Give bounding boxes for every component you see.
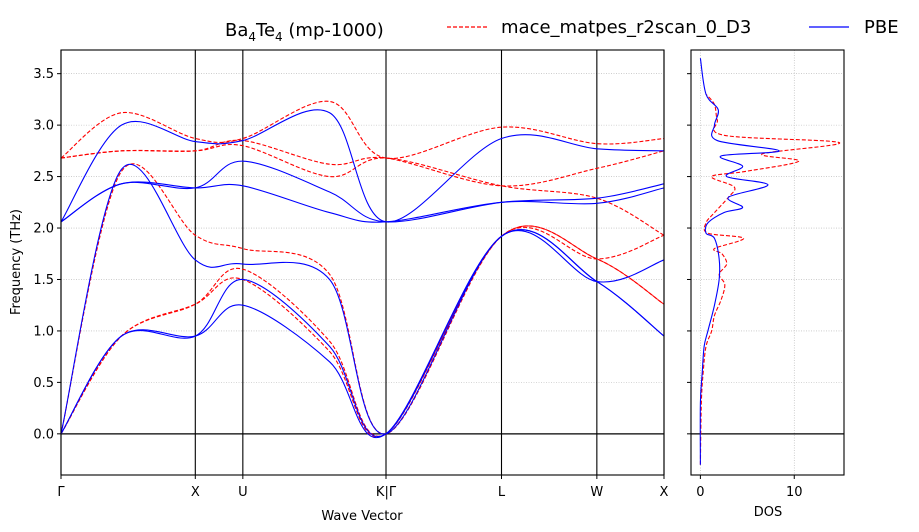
pbe-dos-curve xyxy=(699,58,780,465)
pbe-band-2 xyxy=(60,163,665,435)
pbe-band-1 xyxy=(60,229,665,437)
y-tick-label: 0.0 xyxy=(33,427,54,442)
x-tick-label: K|Γ xyxy=(376,485,397,500)
x-tick-label: W xyxy=(590,485,603,500)
dos-panel: 0 10 xyxy=(687,49,845,500)
dos-axis-title: DOS xyxy=(754,505,783,520)
x-tick-label: U xyxy=(238,485,248,500)
y-tick-label: 2.5 xyxy=(33,170,54,185)
x-tick-label: Γ xyxy=(57,485,65,500)
legend-label-pbe: PBE xyxy=(864,17,899,38)
mace-band-3 xyxy=(60,144,665,236)
pbe-band-5 xyxy=(60,109,665,223)
x-tick-label: X xyxy=(660,485,669,500)
dos-x-tick-label: 0 xyxy=(696,485,704,500)
pbe-band-3 xyxy=(60,181,665,223)
x-axis-title: Wave Vector xyxy=(321,509,403,524)
legend: mace_matpes_r2scan_0_D3 PBE xyxy=(447,17,899,38)
y-axis-title: Frequency (THz) xyxy=(9,209,24,315)
legend-label-mace: mace_matpes_r2scan_0_D3 xyxy=(501,17,751,38)
dos-plot-frame xyxy=(690,49,845,476)
dos-x-tick-label: 10 xyxy=(786,485,803,500)
band-structure-panel: 0.0 0.5 1.0 1.5 2.0 2.5 3.0 3.5 Γ X U K|Γ L W X xyxy=(33,49,669,500)
pbe-band-4 xyxy=(60,160,665,223)
x-tick-label: L xyxy=(498,485,506,500)
x-tick-label: X xyxy=(191,485,200,500)
mace-band-2 xyxy=(60,163,665,435)
y-tick-label: 0.5 xyxy=(33,376,54,391)
y-tick-label: 1.0 xyxy=(33,324,54,339)
y-tick-label: 2.0 xyxy=(33,222,54,237)
y-tick-label: 1.5 xyxy=(33,273,54,288)
y-tick-label: 3.5 xyxy=(33,67,54,82)
y-tick-label: 3.0 xyxy=(33,119,54,134)
main-plot-frame xyxy=(60,49,665,476)
chart-title: Ba4Te4 (mp-1000) xyxy=(225,20,384,44)
mace-band-1 xyxy=(60,225,665,437)
